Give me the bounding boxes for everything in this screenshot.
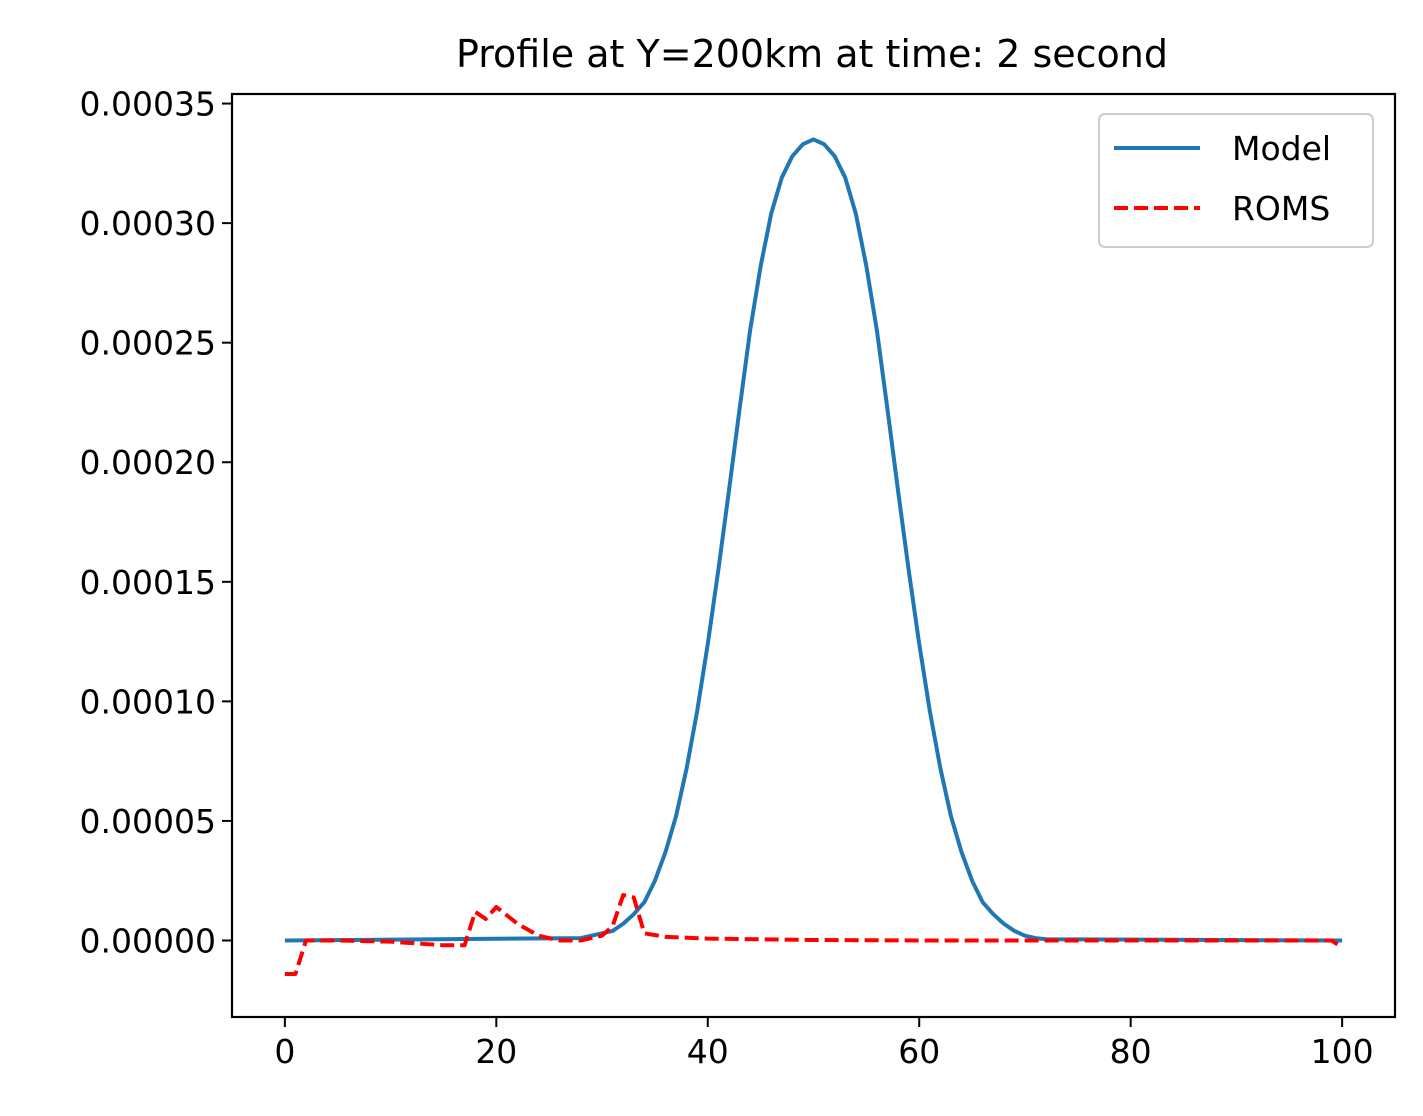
y-tick-label: 0.00035 [80, 85, 216, 124]
x-axis: 0 20 40 60 80 100 [274, 1017, 1374, 1071]
y-tick-label: 0.00025 [80, 324, 216, 363]
y-tick-label: 0.00005 [80, 802, 216, 841]
y-tick-label: 0.00030 [80, 204, 216, 243]
x-tick-label: 0 [274, 1032, 295, 1071]
x-tick-label: 20 [475, 1032, 517, 1071]
series-layer [284, 137, 1344, 976]
plot-frame [230, 92, 1397, 1019]
x-tick-label: 100 [1311, 1032, 1374, 1071]
series-line-roms [284, 893, 1344, 976]
x-tick-label: 40 [687, 1032, 729, 1071]
y-tick-label: 0.00020 [80, 443, 216, 482]
x-tick-label: 60 [898, 1032, 940, 1071]
y-axis: 0.00000 0.00005 0.00010 0.00015 0.00020 0.000… [80, 85, 232, 960]
legend: Model ROMS [1098, 113, 1374, 248]
x-tick-label: 80 [1110, 1032, 1152, 1071]
series-line-model [284, 137, 1343, 943]
legend-label-roms: ROMS [1232, 189, 1330, 228]
chart-title: Profile at Y=200km at time: 2 second [456, 32, 1168, 76]
y-tick-label: 0.00000 [80, 921, 216, 960]
y-tick-label: 0.00010 [80, 682, 216, 721]
legend-label-model: Model [1232, 129, 1331, 168]
y-tick-label: 0.00015 [80, 563, 216, 602]
